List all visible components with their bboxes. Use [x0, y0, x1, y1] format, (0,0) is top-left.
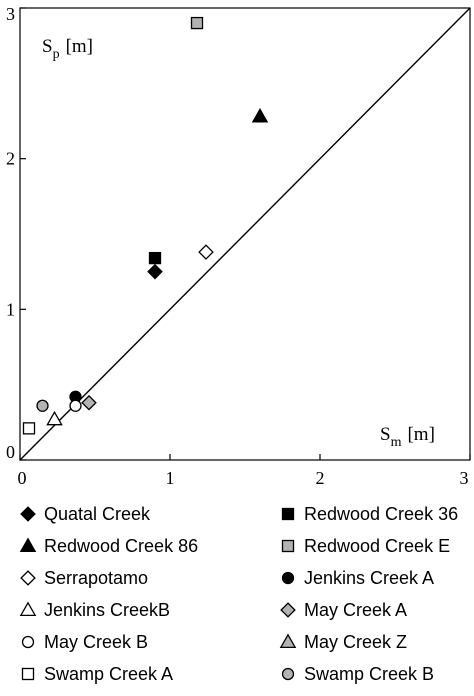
x-tick-label: 2 — [316, 468, 325, 488]
legend-item: May Creek A — [278, 597, 407, 623]
x-tick-label: 3 — [460, 468, 469, 488]
reference-line — [19, 7, 471, 461]
tick-labels: 0 1 2 3 0 1 2 3 — [6, 4, 469, 488]
legend-marker-shape — [281, 539, 295, 553]
legend-item: Redwood Creek 36 — [278, 501, 458, 527]
legend-item: May Creek Z — [278, 629, 407, 655]
legend-label: Swamp Creek B — [304, 663, 435, 684]
y-tick-label: 3 — [6, 4, 15, 24]
legend-label: Redwood Creek 36 — [304, 503, 459, 524]
legend-marker-shape — [19, 601, 37, 617]
y-axis-label-sub: p — [53, 47, 60, 62]
x-axis-label-main: S — [380, 424, 391, 445]
legend-marker — [21, 667, 35, 681]
legend-item: May Creek B — [18, 629, 148, 655]
legend-marker — [20, 570, 36, 586]
legend-label: Swamp Creek A — [44, 663, 174, 684]
legend-marker-shape — [19, 537, 37, 553]
data-point — [22, 422, 36, 435]
legend-marker — [21, 635, 35, 649]
legend-marker — [281, 507, 295, 521]
legend-item: Swamp Creek A — [18, 661, 173, 687]
y-axis-label-main: S — [42, 36, 53, 57]
axis-labels: Sp [m] Sm [m] — [42, 36, 435, 450]
legend-label: Redwood Creek 86 — [44, 535, 199, 556]
x-tick-label: 0 — [18, 468, 27, 488]
y-tick-label: 0 — [6, 442, 15, 462]
legend-marker-shape — [280, 602, 296, 618]
legend-label: May Creek B — [44, 631, 149, 652]
legend-item: Serrapotamo — [18, 565, 148, 591]
data-point — [46, 410, 63, 426]
data-point — [147, 263, 163, 280]
legend-marker — [281, 667, 295, 681]
data-point — [251, 108, 269, 123]
x-axis-label: Sm [m] — [380, 424, 435, 450]
legend-marker-shape — [20, 570, 36, 586]
legend-marker-shape — [281, 507, 295, 521]
legend-marker — [279, 633, 297, 649]
legend-item: Jenkins Creek A — [278, 565, 434, 591]
legend-marker — [19, 537, 37, 553]
legend-marker — [281, 571, 295, 585]
y-tick-label: 1 — [6, 299, 15, 319]
legend-item: Redwood Creek 86 — [18, 533, 198, 559]
legend-item: Redwood Creek E — [278, 533, 450, 559]
data-point — [81, 394, 97, 411]
y-axis-label: Sp [m] — [42, 36, 93, 62]
legend-label: Quatal Creek — [44, 503, 151, 524]
legend-item: Swamp Creek B — [278, 661, 434, 687]
legend-marker — [281, 539, 295, 553]
data-point — [36, 399, 49, 412]
data-point — [198, 244, 214, 260]
y-axis-label-unit: [m] — [66, 36, 93, 57]
legend-marker-shape — [21, 635, 35, 649]
legend-marker — [19, 601, 37, 617]
legend-marker-shape — [281, 667, 295, 681]
data-point — [190, 16, 204, 30]
axes — [19, 7, 471, 461]
legend-marker-shape — [279, 633, 297, 649]
plot-frame — [19, 7, 471, 461]
scatter-chart: 0 1 2 3 0 1 2 3 Sp [m] Sm [m] — [6, 4, 471, 488]
x-tick-label: 1 — [166, 468, 175, 488]
legend-item: Quatal Creek — [18, 501, 150, 527]
legend-label: Jenkins CreekB — [44, 599, 171, 620]
legend-label: Jenkins Creek A — [304, 567, 435, 588]
legend: Quatal Creek Redwood Creek 36 Redwood Cree… — [0, 500, 474, 696]
legend-marker-shape — [20, 506, 36, 522]
legend-marker — [280, 602, 296, 618]
legend-label: Serrapotamo — [44, 567, 149, 588]
legend-marker-shape — [21, 667, 35, 681]
data-point — [148, 251, 162, 265]
x-axis-label-unit: [m] — [407, 424, 434, 445]
legend-label: May Creek A — [304, 599, 408, 620]
legend-item: Jenkins CreekB — [18, 597, 170, 623]
y-tick-label: 2 — [6, 149, 15, 169]
legend-marker — [20, 506, 36, 522]
legend-label: May Creek Z — [304, 631, 408, 652]
data-points — [22, 16, 269, 435]
legend-label: Redwood Creek E — [304, 535, 451, 556]
one-to-one-line — [19, 7, 471, 461]
data-point — [69, 399, 82, 412]
legend-marker-shape — [281, 571, 295, 585]
x-axis-label-sub: m — [391, 435, 402, 450]
